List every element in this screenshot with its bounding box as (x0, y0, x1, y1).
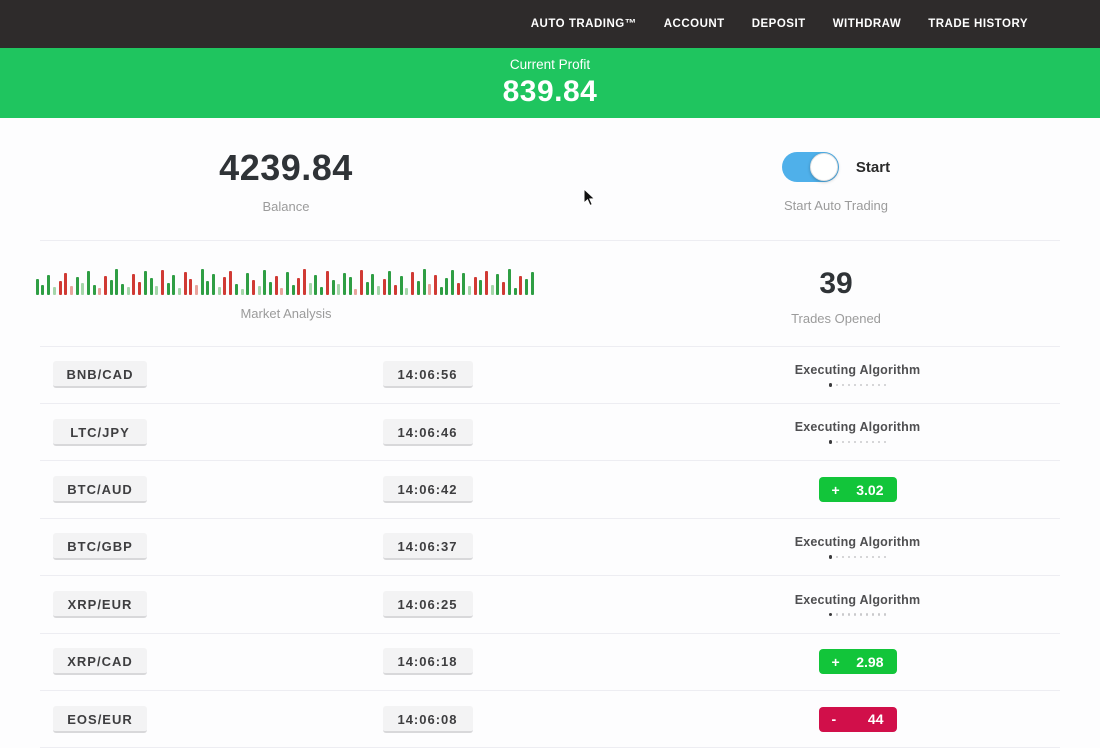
market-analysis-label: Market Analysis (240, 305, 332, 321)
pair-pill: EOS/EUR (53, 705, 147, 733)
table-row: XRP/EUR 14:06:25 Executing Algorithm (40, 575, 1060, 632)
current-profit-value: 839.84 (502, 75, 598, 108)
trades-table: BNB/CAD 14:06:56 Executing Algorithm LTC… (40, 345, 1060, 748)
start-auto-trading-label: Start Auto Trading (783, 198, 889, 213)
profit-value: 2.98 (856, 653, 884, 670)
section-divider (40, 239, 1060, 241)
table-row: BTC/GBP 14:06:37 Executing Algorithm (40, 517, 1060, 575)
table-row: BTC/AUD 14:06:42 + 3.02 (40, 460, 1060, 517)
stats-row-market: Market Analysis 39 Trades Opened (0, 241, 1100, 346)
balance-value: 4239.84 (219, 147, 353, 188)
status-text: Executing Algorithm (794, 420, 921, 435)
nav-item-deposit[interactable]: DEPOSIT (751, 18, 806, 30)
progress-dots (828, 612, 887, 617)
time-pill: 14:06:56 (382, 361, 473, 389)
table-row: XRP/CAD 14:06:18 + 2.98 (40, 632, 1060, 690)
time-pill: 14:06:25 (382, 590, 473, 618)
toggle-knob-icon (809, 153, 838, 181)
loss-value: 44 (867, 711, 884, 728)
pair-pill: BTC/GBP (53, 533, 147, 561)
profit-badge: + 2.98 (818, 649, 897, 675)
pair-pill: XRP/EUR (53, 590, 147, 618)
stats-row-balance: 4239.84 Balance Start Start Auto Trading (0, 118, 1100, 240)
table-row: BNB/CAD 14:06:56 Executing Algorithm (40, 345, 1060, 403)
pair-pill: BTC/AUD (53, 476, 147, 504)
progress-dots (828, 440, 887, 444)
table-row: EOS/EUR 14:06:08 - 44 (40, 689, 1060, 747)
profit-badge: + 3.02 (818, 477, 897, 503)
time-pill: 14:06:08 (382, 705, 473, 733)
time-pill: 14:06:37 (382, 533, 473, 561)
nav-item-account[interactable]: ACCOUNT (663, 18, 725, 30)
current-profit-banner: Current Profit 839.84 (0, 48, 1100, 118)
time-pill: 14:06:46 (382, 418, 473, 446)
status-text: Executing Algorithm (794, 363, 921, 378)
trades-opened-value: 39 (819, 266, 853, 300)
progress-dots (828, 383, 887, 387)
status-text: Executing Algorithm (794, 535, 921, 550)
top-nav: AUTO TRADING™ ACCOUNT DEPOSIT WITHDRAW T… (0, 0, 1100, 48)
trades-opened-label: Trades Opened (791, 310, 881, 326)
loss-sign: - (831, 711, 837, 728)
auto-trading-toggle[interactable] (781, 152, 839, 182)
loss-badge: - 44 (818, 706, 897, 732)
current-profit-label: Current Profit (509, 57, 591, 72)
nav-item-auto-trading[interactable]: AUTO TRADING™ (530, 18, 637, 30)
profit-sign: + (831, 653, 840, 670)
market-analysis-bars (0, 265, 572, 295)
toggle-start-label: Start (855, 158, 891, 176)
profit-sign: + (831, 481, 840, 498)
pair-pill: LTC/JPY (53, 418, 147, 446)
time-pill: 14:06:42 (382, 476, 473, 504)
profit-value: 3.02 (856, 481, 884, 498)
nav-item-trade-history[interactable]: TRADE HISTORY (928, 18, 1028, 30)
balance-label: Balance (262, 198, 310, 214)
table-row: LTC/JPY 14:06:46 Executing Algorithm (40, 402, 1060, 460)
nav-item-withdraw[interactable]: WITHDRAW (832, 18, 902, 30)
status-text: Executing Algorithm (794, 592, 921, 607)
pair-pill: BNB/CAD (53, 361, 147, 389)
pair-pill: XRP/CAD (53, 648, 147, 676)
progress-dots (828, 555, 887, 559)
time-pill: 14:06:18 (382, 648, 473, 676)
